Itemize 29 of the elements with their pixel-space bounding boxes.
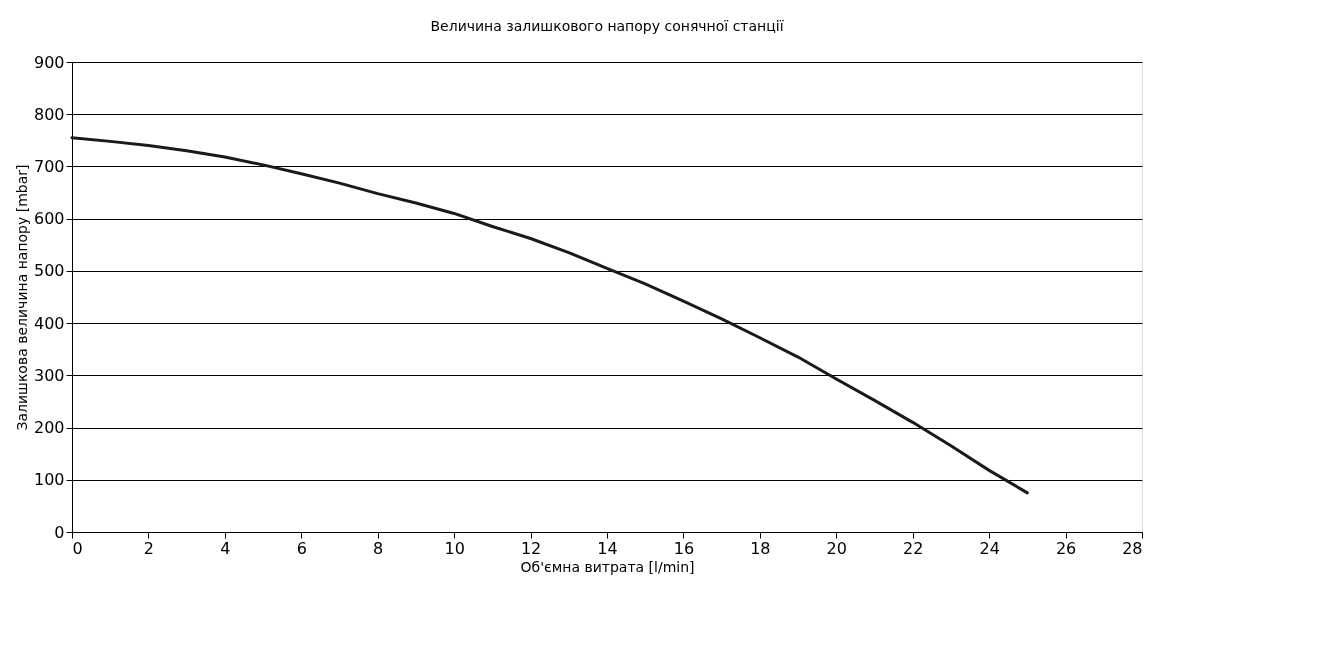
x-tick-label: 10 — [444, 538, 465, 558]
y-tick-label: 0 — [54, 522, 65, 542]
x-tick-label: 12 — [520, 538, 542, 558]
x-tick-label: 24 — [979, 538, 1000, 558]
y-tick-label: 700 — [33, 156, 65, 176]
x-tick-label: 0 — [72, 538, 83, 558]
x-tick-label: 16 — [673, 538, 695, 558]
y-tick-label: 800 — [33, 104, 65, 124]
y-tick-label: 300 — [33, 365, 65, 385]
x-tick-label: 20 — [826, 538, 847, 558]
x-tick-label: 22 — [903, 538, 924, 558]
x-axis-title: Об'ємна витрата [l/min] — [520, 558, 695, 575]
line-series — [70, 136, 1029, 495]
y-tick-label: 600 — [33, 209, 65, 229]
x-tick-label: 2 — [143, 538, 155, 558]
y-axis-title: Залишкова величина напору [mbar] — [13, 164, 30, 431]
y-tick-label: 400 — [33, 313, 65, 333]
y-tick-label: 900 — [33, 52, 65, 72]
x-tick-label: 6 — [296, 538, 307, 558]
x-tick-label: 14 — [597, 538, 618, 558]
x-tick-label: 8 — [373, 538, 384, 558]
x-tick-label: 28 — [1122, 538, 1143, 558]
y-tick-label: 200 — [33, 418, 65, 438]
y-tick-label: 100 — [33, 470, 65, 490]
x-tick-label: 18 — [750, 538, 771, 558]
y-tick-label: 500 — [33, 261, 65, 281]
x-tick-label: 4 — [220, 538, 231, 558]
x-tick-label: 26 — [1055, 538, 1077, 558]
chart-title: Величина залишкового напору сонячної станції — [430, 18, 784, 34]
